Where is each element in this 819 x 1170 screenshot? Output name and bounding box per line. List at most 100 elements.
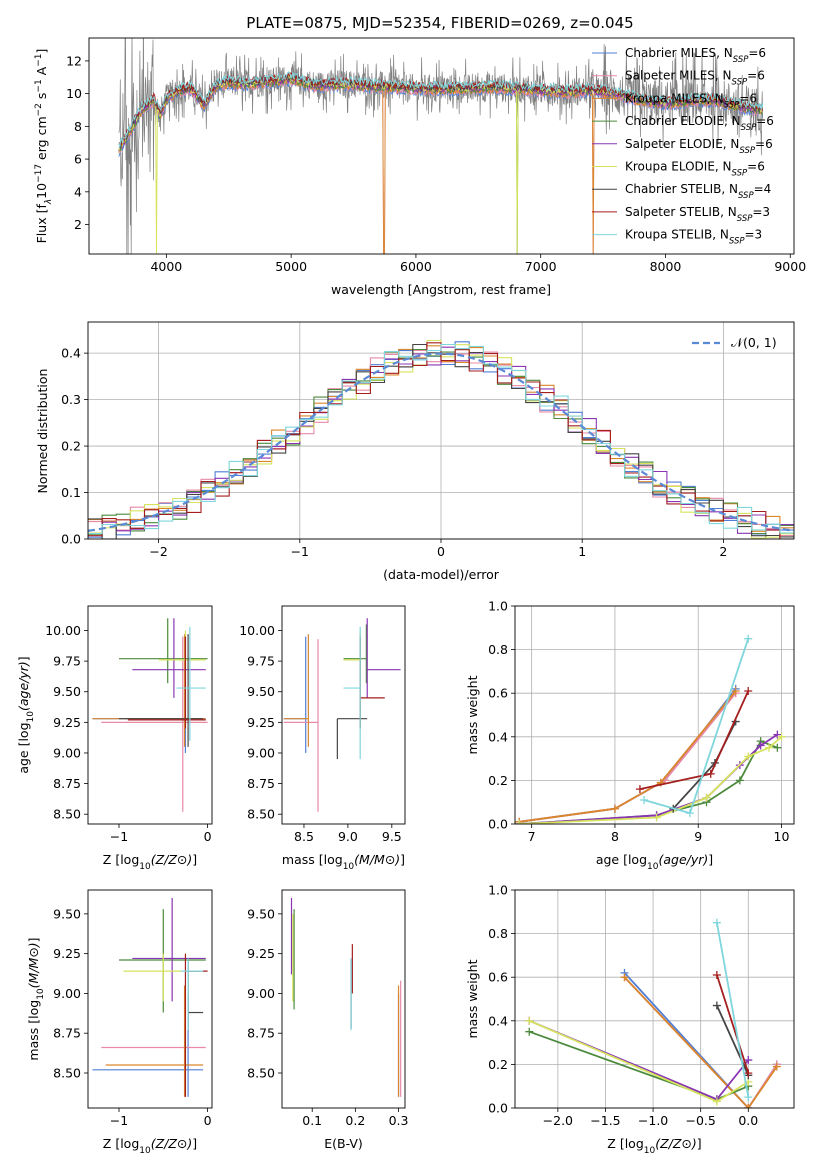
legend-sub: SSP	[737, 214, 753, 224]
y-tick-label: 9.25	[53, 946, 81, 961]
histogram-salpeter-stelib	[88, 342, 794, 539]
x-tick-label: 8	[611, 829, 619, 844]
legend-entry-kroupa-elodie: Kroupa ELODIE, NSSP=6	[625, 160, 765, 179]
histogram-kroupa-stelib	[88, 343, 794, 535]
legend-text: Chabrier ELODIE, N	[625, 114, 741, 128]
legend-entry-chabrier-elodie: Chabrier ELODIE, NSSP=6	[625, 114, 774, 133]
x-tick-label: 7	[528, 829, 536, 844]
mass-age-panel: 8.5 9.0 9.5 8.50 8.75 9.00 9.25 9.50 9.75 10.00 ma…	[239, 605, 406, 872]
weight-marker-chabrier-elodie	[773, 743, 782, 752]
label-part: ]	[192, 852, 197, 867]
y-tick-label: 0.8	[488, 642, 508, 657]
weight-line-kroupa-miles	[519, 690, 737, 823]
label-part: Z [log	[103, 852, 139, 867]
legend-entry-salpeter-elodie: Salpeter ELODIE, NSSP=6	[625, 137, 773, 156]
y-tick-label: 0.0	[61, 532, 81, 547]
label-part: (Z/Z⊙)	[151, 852, 193, 867]
legend-entry-normal: 𝒩(0, 1)	[731, 335, 777, 350]
x-tick-label: 9.0	[338, 829, 358, 844]
label-part: 10	[26, 711, 36, 723]
y-axis-label: mass weight	[465, 959, 480, 1038]
weight-marker-kroupa-elodie	[702, 793, 711, 802]
y-tick-label: 10	[66, 86, 82, 101]
axes-frame	[281, 605, 406, 825]
y-tick-label: 10.00	[239, 623, 275, 638]
legend-suffix: =6	[755, 137, 773, 151]
y-label-part: λ	[44, 199, 54, 205]
y-label-part: 10	[34, 183, 49, 199]
weight-plot-area	[525, 918, 781, 1108]
label-part: ]	[708, 852, 713, 867]
weight-marker-kroupa-elodie	[652, 813, 661, 822]
weight-marker-kroupa-miles	[731, 687, 740, 696]
weight-marker-salpeter-stelib	[744, 1069, 753, 1078]
y-tick-label: 0.0	[488, 817, 508, 832]
y-tick-label: 9.50	[247, 906, 275, 921]
weight-line-chabrier-stelib	[716, 1005, 750, 1076]
weight-line-kroupa-elodie	[519, 736, 783, 824]
x-tick-label: 8.5	[294, 829, 314, 844]
errorbar-plot-area	[92, 897, 208, 1097]
metallicity-mass-weight-panel: −2.0 −1.5 −1.0 −0.5 0.0 0.0 0.2 0.4 0.6 0.8 1.0 Z […	[465, 883, 795, 1156]
weight-marker-kroupa-elodie	[744, 752, 753, 761]
y-label-part: −1	[34, 79, 44, 92]
x-axis-label: mass [log10(M/M⊙)]	[282, 852, 405, 872]
weight-marker-kroupa-elodie	[777, 732, 786, 741]
y-label-part: −17	[34, 164, 44, 183]
x-tick-label: 9000	[774, 259, 806, 274]
y-tick-label: 0.6	[488, 686, 508, 701]
axes-frame	[281, 889, 406, 1109]
y-label-part: erg cm	[34, 116, 49, 164]
legend-suffix: =6	[747, 69, 765, 83]
y-tick-label: 9.00	[247, 745, 275, 760]
x-tick-label: 0	[437, 544, 445, 559]
label-part: ]	[192, 1136, 197, 1151]
legend-sub: SSP	[738, 191, 754, 201]
x-tick-label: 8000	[650, 259, 682, 274]
y-tick-label: 0.3	[61, 392, 81, 407]
y-tick-label: 9.25	[247, 946, 275, 961]
label-part: age [log	[16, 722, 31, 773]
legend-text: Kroupa ELODIE, N	[625, 160, 732, 174]
y-tick-label: 4	[74, 184, 82, 199]
weight-marker-salpeter-stelib	[706, 769, 715, 778]
weight-line-salpeter-stelib	[716, 974, 750, 1074]
x-tick-label: 2	[719, 544, 727, 559]
weight-line-chabrier-stelib	[672, 721, 737, 810]
x-tick-label: −1	[110, 829, 128, 844]
label-part: 10	[343, 862, 355, 872]
legend-suffix: =3	[752, 205, 770, 219]
label-part: (age/yr)	[658, 852, 708, 867]
figure-title: PLATE=0875, MJD=52354, FIBERID=0269, z=0…	[246, 14, 633, 32]
weight-marker-kroupa-elodie	[765, 743, 774, 752]
label-part: age [log	[596, 852, 647, 867]
label-part: ]	[400, 852, 405, 867]
y-tick-label: 9.50	[247, 684, 275, 699]
y-label-part: A	[34, 66, 49, 79]
label-part: (M/M⊙)	[354, 852, 400, 867]
weight-marker-kroupa-elodie	[515, 820, 524, 824]
spectrum-y-label: Flux [fλ10−17 erg cm−2 s−1 A−1]	[34, 49, 54, 244]
weight-marker-kroupa-stelib	[685, 809, 694, 818]
weight-marker-kroupa-elodie	[525, 1016, 534, 1025]
label-part: mass [log	[282, 852, 343, 867]
y-tick-label: 0.4	[488, 729, 508, 744]
x-tick-label: 4000	[150, 259, 182, 274]
x-tick-label: 5000	[275, 259, 307, 274]
spectrum-plot-area	[118, 38, 764, 254]
x-tick-label: 0	[204, 829, 212, 844]
y-tick-label: 8.75	[53, 1026, 81, 1041]
weight-line-salpeter-stelib	[639, 690, 750, 790]
label-part: Z [log	[607, 1136, 643, 1151]
label-part: mass [log	[26, 1000, 41, 1061]
label-part: 10	[647, 862, 659, 872]
legend-entry-salpeter-stelib: Salpeter STELIB, NSSP=3	[625, 205, 770, 224]
axes-frame	[514, 605, 795, 825]
histogram-plot-area	[88, 339, 794, 539]
weight-line-chabrier-elodie	[528, 1030, 749, 1101]
y-label-part: −2	[34, 103, 44, 116]
legend-sub: SSP	[724, 100, 740, 110]
y-tick-label: 8.50	[247, 807, 275, 822]
